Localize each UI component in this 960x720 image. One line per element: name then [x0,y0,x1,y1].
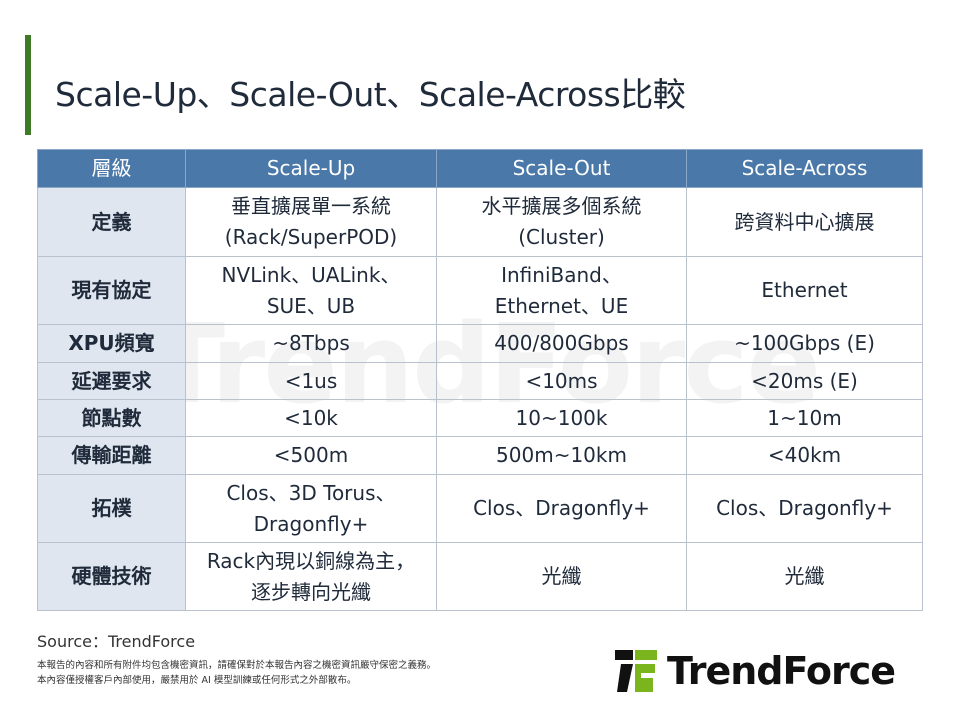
cell-line: <500m [273,443,349,467]
table-row: XPU頻寬 ~8Tbps 400/800Gbps ~100Gbps (E) [37,324,923,363]
cell-line: 10~100k [515,405,608,430]
cell-line: InfiniBand、 [501,262,622,287]
table-cell: 垂直擴展單一系統 (Rack/SuperPOD) [185,187,437,257]
table-row: 拓樸 Clos、3D Torus、 Dragonfly+ Clos、Dragonfly… [37,474,923,543]
row-header: 延遲要求 [37,362,186,400]
cell-line: 光纖 [784,564,825,588]
table-cell: 水平擴展多個系統 (Cluster) [436,187,687,257]
column-header: 層級 [37,149,186,188]
column-header: Scale-Up [185,149,437,188]
cell-line: <1us [284,368,338,393]
cell-line: ~100Gbps (E) [734,331,875,355]
cell-line: 光纖 [541,564,582,588]
table-cell: <10ms [436,362,687,400]
table-row: 傳輸距離 <500m 500m~10km <40km [37,436,923,475]
title-accent-bar [25,35,31,135]
comparison-table: 層級 Scale-Up Scale-Out Scale-Across 定義 垂直擴展單一… [37,149,923,611]
cell-line: 垂直擴展單一系統 [231,194,391,218]
trendforce-logo: TrendForce [613,648,896,694]
column-header: Scale-Out [436,149,687,188]
row-header: 定義 [37,187,186,257]
table-cell: 400/800Gbps [436,324,687,363]
cell-line: (Rack/SuperPOD) [224,225,398,249]
table-cell: <500m [185,436,437,475]
table-cell: NVLink、UALink、 SUE、UB [185,256,437,325]
table-cell: <10k [185,399,437,437]
table-header-row: 層級 Scale-Up Scale-Out Scale-Across [37,149,923,188]
source-note: Source：TrendForce [37,632,196,651]
cell-line: NVLink、UALink、 [221,262,401,287]
cell-line: ~8Tbps [272,331,350,355]
table-cell: Clos、Dragonfly+ [686,474,923,543]
disclaimer-line: 本報告的內容和所有附件均包含機密資訊，請確保對於本報告內容之機密資訊嚴守保密之義… [37,660,437,671]
cell-line: Clos、3D Torus、 [226,480,396,505]
cell-line: (Cluster) [518,225,605,249]
cell-line: <10k [284,405,338,430]
table-cell: <20ms (E) [686,362,923,400]
cell-line: 500m~10km [496,443,627,467]
cell-line: 逐步轉向光纖 [251,579,371,604]
cell-line: Rack內現以銅線為主， [206,548,416,573]
row-header: 拓樸 [37,474,186,543]
cell-line: Clos、Dragonfly+ [473,496,650,520]
table-cell: InfiniBand、 Ethernet、UE [436,256,687,325]
table-row: 硬體技術 Rack內現以銅線為主， 逐步轉向光纖 光纖 光纖 [37,542,923,611]
table-row: 現有協定 NVLink、UALink、 SUE、UB InfiniBand、 Ether… [37,256,923,325]
cell-line: 跨資料中心擴展 [734,209,875,234]
trendforce-logo-icon [615,650,657,692]
row-header: 節點數 [37,399,186,437]
row-header: 現有協定 [37,256,186,325]
cell-line: Ethernet [761,278,848,302]
table-cell: ~8Tbps [185,324,437,363]
table-cell: Rack內現以銅線為主， 逐步轉向光纖 [185,542,437,611]
table-cell: 光纖 [436,542,687,611]
cell-line: Clos、Dragonfly+ [716,496,893,520]
cell-line: <20ms (E) [751,368,858,393]
cell-line: <40km [767,443,842,467]
table-cell: <40km [686,436,923,475]
table-cell: Ethernet [686,256,923,325]
table-cell: <1us [185,362,437,400]
table-cell: ~100Gbps (E) [686,324,923,363]
table-cell: Clos、3D Torus、 Dragonfly+ [185,474,437,543]
disclaimer: 本報告的內容和所有附件均包含機密資訊，請確保對於本報告內容之機密資訊嚴守保密之義… [37,658,436,688]
table-row: 定義 垂直擴展單一系統 (Rack/SuperPOD) 水平擴展多個系統 (Cluste… [37,187,923,257]
cell-line: SUE、UB [266,293,356,318]
table-row: 節點數 <10k 10~100k 1~10m [37,399,923,437]
table-cell: Clos、Dragonfly+ [436,474,687,543]
table-cell: 光纖 [686,542,923,611]
disclaimer-line: 本內容僅授權客戶內部使用，嚴禁用於 AI 模型訓練或任何形式之外部散布。 [37,675,357,686]
table-row: 延遲要求 <1us <10ms <20ms (E) [37,362,923,400]
logo-text: TrendForce [667,649,896,693]
row-header: XPU頻寬 [37,324,186,363]
table-cell: 10~100k [436,399,687,437]
cell-line: Dragonfly+ [253,511,369,536]
cell-line: 1~10m [767,405,842,430]
table-cell: 500m~10km [436,436,687,475]
row-header: 硬體技術 [37,542,186,611]
row-header: 傳輸距離 [37,436,186,475]
cell-line: <10ms [525,368,598,393]
page-title: Scale-Up、Scale-Out、Scale-Across比較 [55,75,686,114]
cell-line: 400/800Gbps [494,331,629,355]
cell-line: Ethernet、UE [494,293,629,318]
column-header: Scale-Across [686,149,923,188]
table-cell: 跨資料中心擴展 [686,187,923,257]
table-cell: 1~10m [686,399,923,437]
cell-line: 水平擴展多個系統 [481,194,642,218]
